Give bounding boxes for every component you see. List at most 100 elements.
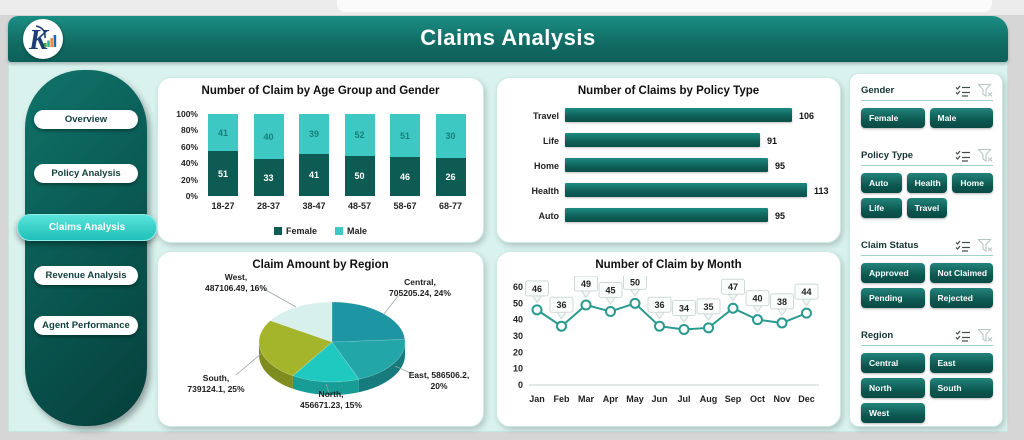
male-segment: 30 <box>435 114 466 158</box>
filter-option-west[interactable]: West <box>861 403 925 423</box>
monthly-line-chart: 60 50 40 30 20 10 0 46 Jan 36 Feb 49 Mar 45 Apr 50 May 36… <box>497 252 840 426</box>
legend-swatch <box>273 227 282 235</box>
clear-filter-icon[interactable] <box>978 329 993 342</box>
multi-select-icon[interactable] <box>955 330 971 342</box>
bar-travel[interactable] <box>565 108 792 122</box>
bar-home[interactable] <box>565 158 768 172</box>
y-axis-tick: 30 <box>513 331 523 341</box>
multi-select-icon[interactable] <box>955 150 971 162</box>
filter-section-claim-status: Claim Status Approved Not Claimed Pending Re… <box>861 239 993 308</box>
filter-option-male[interactable]: Male <box>929 108 993 128</box>
data-label-box <box>525 280 549 297</box>
pie-slice-south[interactable] <box>258 320 333 377</box>
point-aug[interactable] <box>703 322 714 334</box>
y-axis-tick: 100% <box>176 109 198 119</box>
policy-type-chart-title: Number of Claims by Policy Type <box>577 85 760 97</box>
clear-filter-icon[interactable] <box>978 84 993 97</box>
pie-slice-east[interactable] <box>331 339 406 380</box>
age-gender-chart-title: Number of Claim by Age Group and Gender <box>201 85 440 97</box>
bar-column-18-27[interactable]: 41 51 <box>208 114 238 196</box>
region-pie-chart-card: Claim Amount by Region Central, 705205.24… <box>157 251 484 427</box>
bar-health[interactable] <box>565 183 807 197</box>
point-dec[interactable] <box>801 307 812 319</box>
point-jan[interactable] <box>531 304 543 316</box>
monthly-line-chart-card: Number of Claim by Month 60 50 40 30 20 10 0 46… <box>496 251 841 427</box>
filter-option-pending[interactable]: Pending <box>861 288 925 308</box>
point-oct[interactable] <box>752 314 763 326</box>
filter-option-home[interactable]: Home <box>952 173 993 193</box>
pie-slice-central[interactable] <box>331 301 406 343</box>
data-label-jun: 36 <box>654 300 664 310</box>
clear-filter-icon[interactable] <box>978 149 993 162</box>
window-top-highlight <box>337 0 992 12</box>
filter-option-health[interactable]: Health <box>906 173 948 193</box>
filter-option-female[interactable]: Female <box>861 108 925 128</box>
data-label-pointer <box>703 313 714 322</box>
pie-label-south: South, 739124.1, 25% <box>187 372 245 394</box>
filter-option-life[interactable]: Life <box>861 198 902 218</box>
data-label-pointer <box>801 298 812 307</box>
pie-slice-west[interactable] <box>269 301 333 343</box>
legend-item-male: Male <box>335 226 367 236</box>
multi-select-icon[interactable] <box>955 85 971 97</box>
sidebar-item-agent-performance[interactable]: Agent Performance <box>34 316 138 335</box>
pie-leader-line <box>394 365 418 377</box>
filter-option-south[interactable]: South <box>929 378 993 398</box>
point-sep[interactable] <box>727 302 739 314</box>
bar-column-48-57[interactable]: 52 50 <box>344 114 375 196</box>
y-axis-tick: 50 <box>513 298 523 308</box>
male-segment: 39 <box>299 114 329 154</box>
filter-option-auto[interactable]: Auto <box>861 173 902 193</box>
point-feb[interactable] <box>556 320 567 332</box>
data-label-nov: 38 <box>777 297 787 307</box>
legend-item-female: Female <box>273 226 317 236</box>
sidebar-item-claims-analysis[interactable]: Claims Analysis <box>17 214 157 241</box>
filter-option-central[interactable]: Central <box>861 353 925 373</box>
category-label-home: Home <box>533 161 559 171</box>
point-may[interactable] <box>629 297 641 309</box>
x-axis-label-mar: Mar <box>578 394 595 404</box>
filter-option-travel[interactable]: Travel <box>906 198 948 218</box>
y-axis-tick: 20% <box>180 174 198 185</box>
point-mar[interactable] <box>580 299 592 311</box>
filter-option-not-claimed[interactable]: Not Claimed <box>929 263 993 283</box>
filter-divider <box>861 100 993 101</box>
filter-option-approved[interactable]: Approved <box>861 263 925 283</box>
bar-life[interactable] <box>565 133 760 147</box>
legend-swatch <box>335 227 343 235</box>
x-axis-label-jun: Jun <box>651 394 667 404</box>
y-axis-tick: 40% <box>180 158 198 169</box>
sidebar: Overview Policy Analysis Claims Analysis Re… <box>17 70 157 426</box>
point-jun[interactable] <box>654 320 665 332</box>
filter-divider <box>861 345 993 346</box>
bar-column-58-67[interactable]: 51 46 <box>390 114 420 196</box>
point-apr[interactable] <box>605 306 616 317</box>
bar-column-28-37[interactable]: 40 33 <box>253 114 284 196</box>
female-segment: 26 <box>435 158 466 196</box>
category-label-travel: Travel <box>532 111 559 121</box>
bar-column-68-77[interactable]: 30 26 <box>435 114 466 196</box>
filter-option-north[interactable]: North <box>861 378 925 398</box>
clear-filter-icon[interactable] <box>978 239 993 252</box>
x-axis-label-apr: Apr <box>603 394 619 404</box>
pie-label-central: Central, 705205.24, 24% <box>389 276 451 298</box>
pie-slice-north[interactable] <box>292 341 360 383</box>
point-jul[interactable] <box>678 323 690 335</box>
sidebar-item-revenue-analysis[interactable]: Revenue Analysis <box>34 266 138 285</box>
data-label-jan: 46 <box>532 284 542 294</box>
data-label-pointer <box>629 288 641 297</box>
filter-option-rejected[interactable]: Rejected <box>929 288 993 308</box>
bar-column-38-47[interactable]: 39 41 <box>299 114 329 196</box>
legend-label: Female <box>285 226 317 236</box>
point-nov[interactable] <box>776 317 788 329</box>
filter-option-east[interactable]: East <box>929 353 993 373</box>
sidebar-item-policy-analysis[interactable]: Policy Analysis <box>34 164 138 183</box>
legend-label: Male <box>347 226 368 236</box>
data-label-pointer <box>727 293 739 302</box>
bar-auto[interactable] <box>565 208 768 222</box>
sidebar-item-overview[interactable]: Overview <box>34 110 138 129</box>
data-label-pointer <box>605 297 616 305</box>
multi-select-icon[interactable] <box>955 240 971 252</box>
category-label-life: Life <box>542 136 559 146</box>
filter-options: Female Male <box>861 108 993 128</box>
